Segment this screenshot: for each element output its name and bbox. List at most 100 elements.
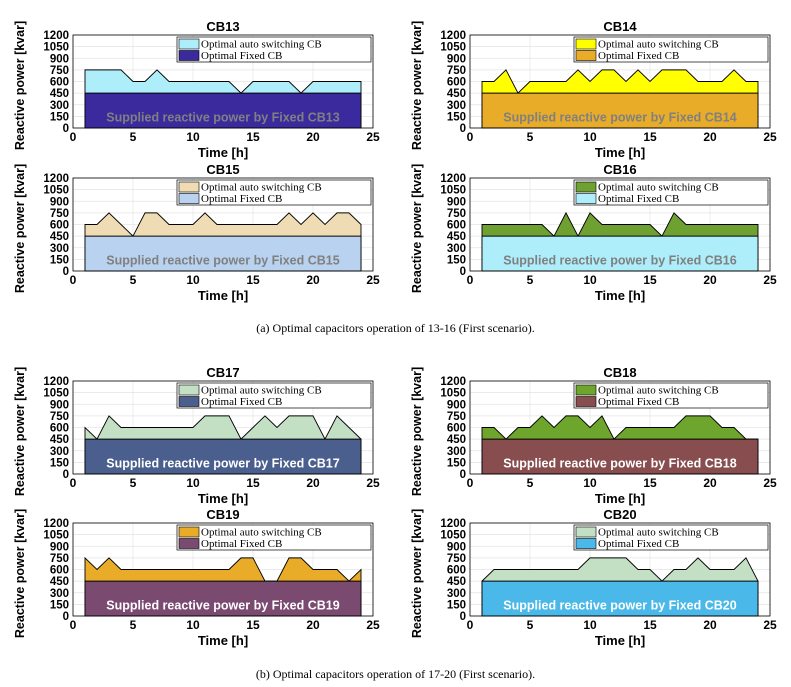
- annotation-text: Supplied reactive power by Fixed CB14: [503, 110, 736, 124]
- area-fixed: [84, 580, 362, 617]
- legend-swatch: [178, 396, 200, 407]
- legend-swatch: [178, 181, 200, 193]
- y-axis-label: Reactive power [kvar]: [410, 164, 424, 293]
- y-tick-label: 450: [50, 231, 69, 243]
- y-tick-label: 300: [447, 588, 466, 600]
- y-tick-label: 0: [63, 123, 69, 135]
- chart-cb17: 0 5 10 15 20 25 0 150 300 450 600 750 900 1050 1200 Sup…: [0, 361, 395, 506]
- y-tick-label: 900: [447, 399, 466, 411]
- y-tick-label: 1200: [440, 30, 466, 42]
- area-fixed: [84, 438, 362, 475]
- legend-swatch: [575, 538, 597, 549]
- x-tick-label: 0: [70, 273, 77, 287]
- legend-label: Optimal Fixed CB: [598, 396, 679, 408]
- y-tick-label: 1050: [440, 42, 466, 54]
- x-tick-label: 20: [703, 130, 717, 144]
- legend-swatch: [575, 384, 597, 396]
- chart-title: CB17: [206, 365, 239, 380]
- chart-title: CB16: [603, 162, 636, 177]
- axes-box: [72, 34, 374, 129]
- y-tick-label: 600: [447, 77, 466, 89]
- y-tick-label: 300: [447, 446, 466, 458]
- y-tick-label: 150: [447, 457, 466, 469]
- y-tick-label: 900: [50, 541, 69, 553]
- legend-swatch: [178, 384, 200, 396]
- legend-label: Optimal auto switching CB: [201, 385, 322, 397]
- legend-label: Optimal Fixed CB: [201, 193, 282, 205]
- y-tick-label: 1200: [440, 518, 466, 530]
- chart-cb15: 0 5 10 15 20 25 0 150 300 450 600 750 900 1050 1200 Sup…: [0, 158, 395, 303]
- x-tick-label: 5: [527, 618, 534, 632]
- y-tick-label: 1200: [43, 376, 69, 388]
- y-tick-label: 1050: [440, 388, 466, 400]
- x-tick-label: 20: [306, 130, 320, 144]
- legend-label: Optimal Fixed CB: [201, 50, 282, 62]
- legend-label: Optimal auto switching CB: [201, 182, 322, 194]
- x-axis-label: Time [h]: [198, 145, 248, 160]
- y-tick-label: 450: [447, 88, 466, 100]
- legend-label: Optimal Fixed CB: [598, 538, 679, 550]
- y-tick-label: 750: [447, 208, 466, 220]
- x-tick-label: 20: [703, 476, 717, 490]
- x-tick-label: 15: [643, 618, 657, 632]
- x-axis-label: Time [h]: [198, 491, 248, 506]
- legend-label: Optimal Fixed CB: [598, 193, 679, 205]
- caption-b: (b) Optimal capacitors operation of 17-2…: [255, 667, 536, 681]
- chart-title: CB15: [206, 162, 239, 177]
- y-tick-label: 1050: [43, 42, 69, 54]
- x-tick-label: 15: [246, 273, 260, 287]
- legend: [573, 382, 769, 409]
- x-tick-label: 5: [130, 618, 137, 632]
- chart-cb16: 0 5 10 15 20 25 0 150 300 450 600 750 900 1050 1200 Sup…: [397, 158, 791, 303]
- y-tick-label: 450: [447, 434, 466, 446]
- x-tick-label: 5: [527, 476, 534, 490]
- legend-label: Optimal auto switching CB: [598, 385, 719, 397]
- x-axis-label: Time [h]: [595, 491, 645, 506]
- y-tick-label: 0: [63, 266, 69, 278]
- annotation-text: Supplied reactive power by Fixed CB16: [503, 253, 736, 267]
- legend: [176, 524, 372, 551]
- x-tick-label: 25: [763, 618, 777, 632]
- legend-label: Optimal auto switching CB: [598, 182, 719, 194]
- y-tick-label: 450: [447, 231, 466, 243]
- legend-label: Optimal Fixed CB: [598, 50, 679, 62]
- x-tick-label: 15: [246, 130, 260, 144]
- y-tick-label: 750: [447, 553, 466, 565]
- y-tick-label: 600: [50, 77, 69, 89]
- y-tick-label: 150: [447, 111, 466, 123]
- legend: [176, 36, 372, 63]
- chart-title: CB18: [603, 365, 636, 380]
- y-tick-label: 600: [447, 423, 466, 435]
- axes-box: [469, 34, 771, 129]
- legend-label: Optimal auto switching CB: [201, 39, 322, 51]
- y-tick-label: 450: [447, 576, 466, 588]
- chart-cb18: 0 5 10 15 20 25 0 150 300 450 600 750 900 1050 1200 Sup…: [397, 361, 791, 506]
- y-tick-label: 750: [50, 553, 69, 565]
- y-tick-label: 900: [447, 196, 466, 208]
- y-axis-label: Reactive power [kvar]: [410, 509, 424, 638]
- axes-box: [469, 177, 771, 272]
- y-tick-label: 1200: [440, 173, 466, 185]
- x-tick-label: 15: [643, 476, 657, 490]
- x-tick-label: 15: [246, 618, 260, 632]
- legend-swatch: [575, 50, 597, 61]
- chart-cb13: 0 5 10 15 20 25 0 150 300 450 600 750 900 1050 1200 Sup…: [0, 15, 395, 160]
- y-tick-label: 0: [63, 611, 69, 623]
- y-axis-label: Reactive power [kvar]: [410, 367, 424, 496]
- x-tick-label: 15: [246, 476, 260, 490]
- x-tick-label: 25: [366, 130, 380, 144]
- x-tick-label: 10: [583, 476, 597, 490]
- y-tick-label: 1050: [440, 185, 466, 197]
- x-tick-label: 10: [186, 618, 200, 632]
- x-tick-label: 20: [306, 618, 320, 632]
- annotation-text: Supplied reactive power by Fixed CB17: [106, 456, 339, 470]
- x-tick-label: 0: [70, 476, 77, 490]
- x-tick-label: 5: [130, 273, 137, 287]
- x-tick-label: 5: [527, 273, 534, 287]
- y-axis-label: Reactive power [kvar]: [13, 21, 27, 150]
- legend-swatch: [575, 38, 597, 50]
- annotation-text: Supplied reactive power by Fixed CB19: [106, 598, 339, 612]
